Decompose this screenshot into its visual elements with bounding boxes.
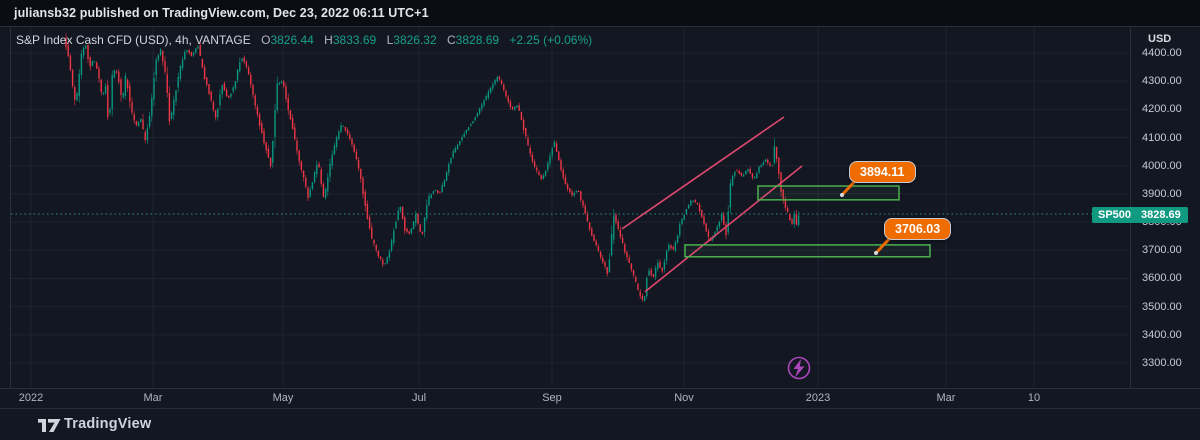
close-value: 3828.69 [455, 33, 500, 47]
open-value: 3826.44 [270, 33, 314, 47]
zone-rectangle-1[interactable] [684, 244, 931, 258]
low-value: 3826.32 [393, 33, 437, 47]
trendline-0[interactable] [621, 116, 785, 230]
candlestick-series [65, 33, 800, 302]
time-axis[interactable]: 2022 Mar May Jul Sep Nov 2023 Mar 10 [0, 389, 1200, 408]
currency-label: USD [1148, 33, 1172, 45]
callout-anchor-dot-0[interactable] [840, 193, 844, 197]
callout-tail-1 [874, 236, 892, 255]
price-axis[interactable]: USD 4400.00 4300.00 4200.00 4100.00 4000.00 3… [1131, 26, 1200, 388]
price-note-3894[interactable]: 3894.11 [849, 161, 916, 183]
tradingview-logo-icon[interactable] [38, 417, 61, 434]
symbol-title[interactable]: S&P Index Cash CFD (USD), 4h, VANTAGE [16, 33, 251, 47]
time-tick-label: Jul [411, 392, 427, 404]
footer-bar: TradingView [0, 408, 1200, 440]
symbol-badge[interactable]: SP500 [1092, 207, 1138, 223]
time-axis-separator [0, 388, 1200, 389]
change-value: +2.25 (+0.06%) [509, 33, 593, 47]
high-value: 3833.69 [332, 33, 377, 47]
tradingview-brand-text[interactable]: TradingView [64, 416, 152, 432]
time-tick-label: May [272, 392, 294, 404]
callout-tail-0 [840, 179, 857, 197]
time-tick-label: Mar [936, 392, 956, 404]
time-tick-label: 2023 [805, 392, 831, 404]
price-tick-label: 4400.00 [1142, 47, 1182, 59]
price-tick-label: 4300.00 [1142, 75, 1182, 88]
price-tick-label: 4000.00 [1142, 159, 1182, 172]
time-tick-label: 2022 [18, 392, 44, 404]
price-tick-label: 4100.00 [1142, 131, 1182, 144]
grid [11, 27, 1129, 387]
zone-rectangle-0[interactable] [757, 185, 900, 201]
last-price-badge[interactable]: 3828.69 [1134, 207, 1188, 223]
callout-anchor-dot-1[interactable] [874, 251, 878, 255]
time-tick-label: 10 [1027, 392, 1041, 404]
publish-watermark: juliansb32 published on TradingView.com,… [14, 6, 429, 20]
low-label: L [386, 33, 394, 47]
flash-icon[interactable] [787, 356, 811, 380]
open-label: O [261, 33, 271, 47]
price-tick-label: 3300.00 [1142, 357, 1182, 369]
pane-top-border [0, 26, 1200, 27]
publish-info-bar: juliansb32 published on TradingView.com,… [0, 0, 1200, 26]
price-tick-label: 3600.00 [1142, 272, 1182, 285]
chart-legend[interactable]: S&P Index Cash CFD (USD), 4h, VANTAGE O3… [16, 33, 592, 47]
price-note-3706[interactable]: 3706.03 [884, 218, 952, 240]
pane-left-border [10, 26, 11, 388]
price-tick-label: 3700.00 [1142, 244, 1182, 257]
time-tick-label: Mar [143, 392, 163, 404]
price-tick-label: 3500.00 [1142, 300, 1182, 313]
high-label: H [324, 33, 333, 47]
time-tick-label: Sep [542, 392, 562, 404]
price-tick-label: 3900.00 [1142, 187, 1182, 200]
time-tick-label: Nov [674, 392, 694, 404]
close-label: C [447, 33, 456, 47]
price-tick-label: 3400.00 [1142, 328, 1182, 341]
trendline-1[interactable] [644, 165, 803, 293]
price-tick-label: 4200.00 [1142, 103, 1182, 116]
